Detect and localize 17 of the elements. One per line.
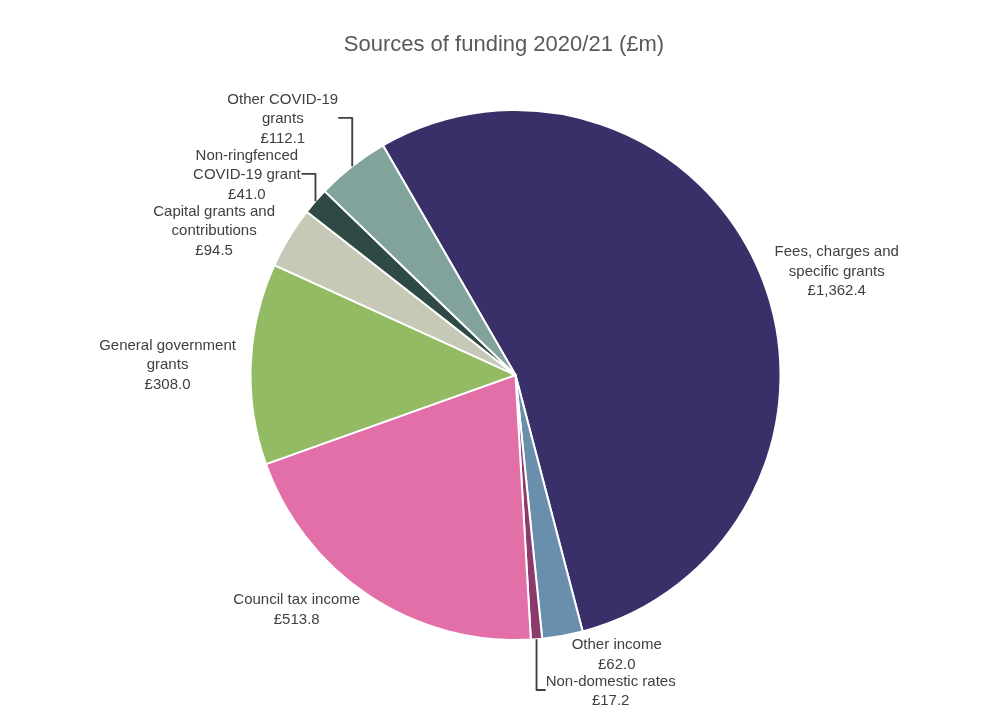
slice-label: Other COVID-19 grants (227, 89, 339, 127)
data-label: £1,362.4 (807, 281, 866, 299)
slice-label: Non-ringfenced COVID-19 grant (193, 145, 302, 183)
data-label: £513.8 (273, 609, 320, 627)
slice-label: Other income (571, 635, 662, 653)
slice-label: Fees, charges and specific grants (774, 242, 899, 279)
chart-title: Sources of funding 2020/21 (£m) (343, 31, 665, 57)
data-label: £41.0 (228, 184, 266, 202)
data-label: £94.5 (195, 240, 233, 258)
data-label: £17.2 (591, 691, 630, 709)
slice-label: General government grants (99, 335, 237, 373)
slice-label: Capital grants and contributions (153, 201, 276, 239)
data-label: £62.0 (597, 654, 636, 672)
data-label: £308.0 (144, 374, 191, 392)
slice-label: Non-domestic rates (545, 671, 676, 689)
data-label: £112.1 (260, 128, 306, 146)
slice-label: Council tax income (233, 590, 361, 608)
